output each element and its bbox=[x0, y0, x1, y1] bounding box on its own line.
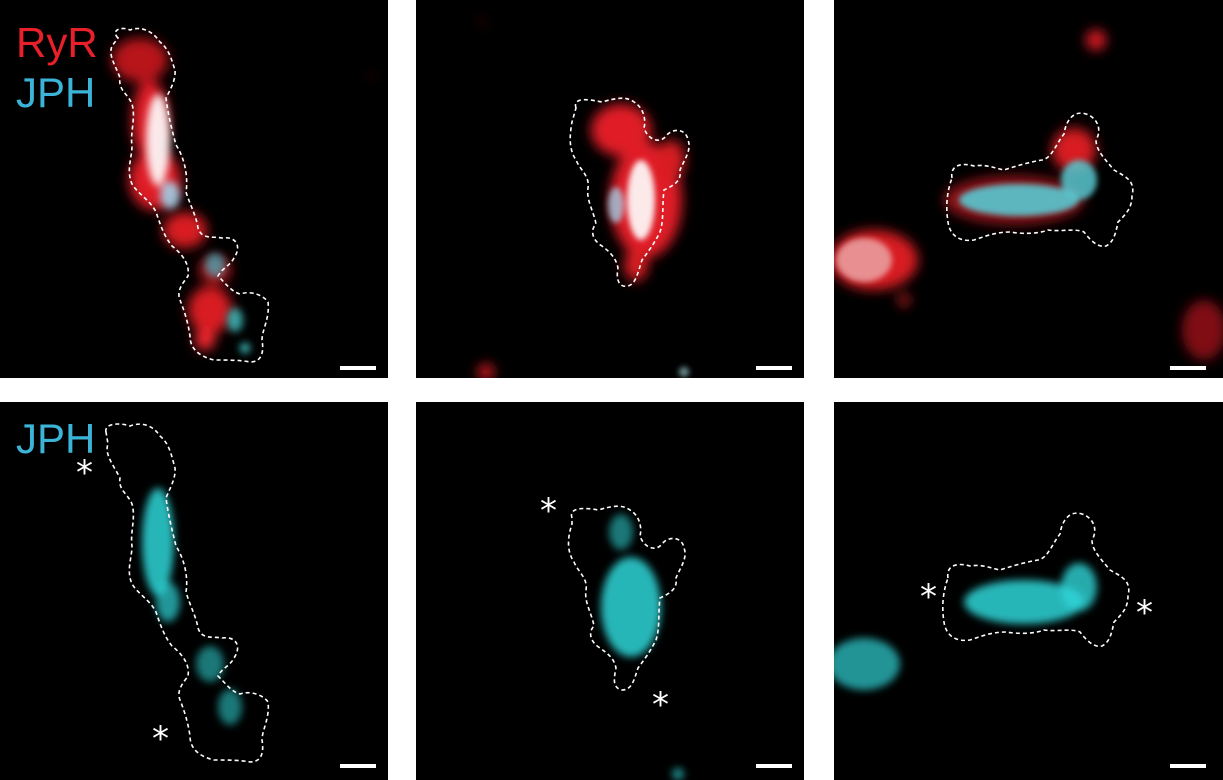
asterisk-marker: * bbox=[1136, 593, 1153, 633]
ryr-label: RyR bbox=[16, 19, 98, 66]
jph-signal bbox=[608, 160, 689, 377]
jph-signal bbox=[834, 563, 1097, 690]
micrograph-top-right bbox=[834, 30, 1223, 360]
panel-top-right-merged bbox=[834, 0, 1223, 378]
jph-signal bbox=[836, 160, 1097, 282]
panel-bottom-middle-jph: * * bbox=[416, 402, 804, 780]
asterisk-marker: * bbox=[76, 453, 93, 493]
micrograph-top-middle bbox=[478, 19, 690, 378]
panel-top-left-merged: RyR JPH bbox=[0, 0, 388, 378]
jph-signal bbox=[142, 488, 242, 725]
scale-bar bbox=[340, 366, 376, 370]
jph-label: JPH bbox=[16, 69, 96, 116]
scale-bar bbox=[1170, 764, 1206, 768]
asterisk-marker: * bbox=[920, 577, 937, 617]
jph-signal bbox=[146, 94, 250, 353]
scale-bar bbox=[340, 764, 376, 768]
scale-bar bbox=[756, 366, 792, 370]
asterisk-marker: * bbox=[652, 685, 669, 725]
jph-label: JPH bbox=[16, 415, 96, 462]
micrograph-top-left bbox=[110, 27, 374, 363]
micrograph-bottom-right bbox=[834, 512, 1130, 690]
jph-signal bbox=[601, 514, 684, 780]
scale-bar bbox=[756, 764, 792, 768]
panel-top-middle-merged bbox=[416, 0, 804, 378]
crs-outline bbox=[110, 27, 270, 363]
crs-outline bbox=[567, 505, 686, 691]
micrograph-bottom-left bbox=[105, 423, 270, 763]
crs-outline bbox=[946, 112, 1134, 248]
asterisk-marker: * bbox=[152, 719, 169, 759]
micrograph-bottom-middle bbox=[567, 505, 686, 780]
scale-bar bbox=[1170, 366, 1206, 370]
ryr-signal bbox=[112, 38, 374, 350]
crs-outline bbox=[569, 97, 690, 288]
asterisk-marker: * bbox=[540, 491, 557, 531]
panel-bottom-right-jph: * * bbox=[834, 402, 1223, 780]
crs-outline bbox=[942, 512, 1130, 648]
crs-outline bbox=[105, 423, 270, 763]
panel-bottom-left-jph: JPH * * bbox=[0, 402, 388, 780]
